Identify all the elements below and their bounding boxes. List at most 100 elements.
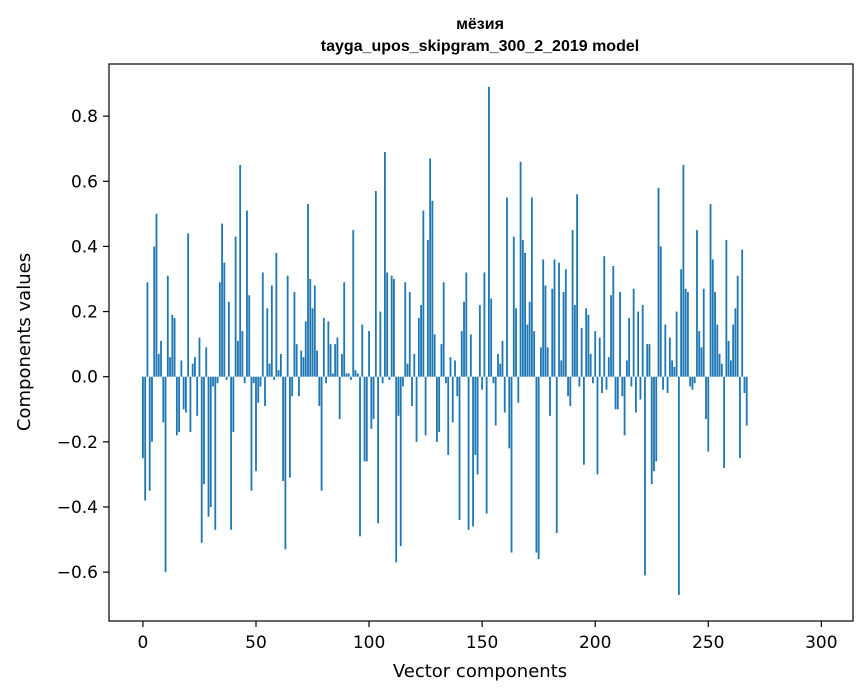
bar-228 [657, 187, 660, 377]
x-axis-ticks: 0 50 100 150 200 250 300 [138, 621, 838, 653]
bar-105 [379, 311, 382, 377]
bar-45 [243, 376, 246, 384]
bar-155 [492, 376, 495, 384]
bar-124 [422, 210, 425, 377]
bar-93 [352, 230, 355, 377]
bar-225 [650, 376, 653, 485]
bar-28 [205, 347, 208, 377]
bar-102 [372, 376, 375, 420]
bar-69 [298, 376, 300, 397]
bar-201 [596, 376, 599, 475]
bar-128 [431, 200, 434, 377]
bar-17 [180, 360, 183, 377]
bar-207 [610, 295, 612, 377]
bar-256 [720, 363, 723, 377]
bar-107 [383, 151, 386, 377]
bar-136 [449, 357, 452, 377]
bar-59 [275, 252, 278, 377]
bar-70 [300, 350, 303, 377]
bar-154 [490, 298, 493, 377]
bar-73 [307, 204, 309, 377]
bar-173 [533, 331, 536, 377]
bar-264 [739, 376, 741, 459]
plot-frame [108, 63, 854, 622]
bar-133 [442, 282, 445, 377]
bar-58 [273, 376, 275, 380]
bar-220 [639, 376, 642, 400]
bar-55 [266, 308, 269, 377]
bar-21 [189, 376, 192, 433]
bar-146 [472, 376, 474, 527]
bar-122 [417, 318, 420, 377]
bar-190 [571, 230, 574, 377]
bar-170 [526, 324, 529, 377]
bar-123 [420, 305, 422, 377]
bar-116 [404, 282, 407, 377]
x-tick-label: 250 [692, 633, 724, 653]
bar-61 [279, 353, 282, 377]
bar-183 [555, 376, 558, 534]
bar-37 [225, 376, 228, 380]
bar-144 [467, 376, 470, 530]
bar-44 [241, 331, 244, 377]
bar-234 [671, 360, 673, 377]
bar-112 [395, 376, 398, 563]
bar-34 [218, 282, 221, 377]
bar-99 [365, 376, 368, 462]
bar-53 [261, 272, 264, 377]
bar-125 [424, 376, 427, 436]
bar-241 [687, 292, 689, 377]
bar-117 [406, 363, 409, 377]
bar-226 [653, 376, 655, 472]
bar-111 [393, 278, 395, 377]
bar-232 [666, 376, 669, 393]
bar-104 [377, 376, 380, 524]
bar-49 [252, 376, 255, 384]
bar-245 [696, 230, 698, 377]
bar-221 [641, 305, 644, 377]
bar-101 [370, 376, 373, 429]
bar-152 [485, 376, 488, 514]
chart-title: мёзия [456, 16, 504, 33]
bar-114 [399, 376, 402, 547]
bar-262 [734, 308, 737, 377]
bar-200 [594, 331, 597, 377]
bar-22 [191, 363, 194, 377]
bar-119 [411, 376, 413, 407]
bar-95 [356, 373, 359, 377]
bar-182 [553, 259, 556, 377]
bar-236 [675, 311, 678, 377]
bar-261 [732, 324, 735, 377]
bar-3 [148, 376, 151, 491]
bar-41 [234, 236, 237, 377]
bar-87 [338, 376, 341, 420]
bar-185 [560, 360, 563, 377]
bar-6 [155, 213, 158, 377]
bar-89 [343, 282, 346, 377]
x-tick-label: 300 [805, 633, 837, 653]
y-tick-label: 0.2 [71, 303, 98, 323]
bar-227 [655, 376, 658, 462]
bar-187 [564, 269, 567, 377]
y-tick-label: −0.2 [57, 433, 98, 453]
bar-77 [316, 350, 318, 377]
bar-168 [521, 239, 524, 377]
bar-64 [286, 275, 289, 377]
bar-9 [162, 376, 165, 423]
bar-54 [264, 376, 266, 407]
bar-243 [691, 376, 694, 390]
bar-43 [239, 164, 242, 377]
bar-257 [723, 376, 726, 468]
x-tick-label: 100 [353, 633, 385, 653]
bar-218 [635, 376, 637, 413]
bar-238 [680, 269, 683, 377]
bar-210 [616, 376, 619, 410]
bar-263 [736, 275, 739, 377]
bar-250 [707, 376, 710, 452]
bar-115 [402, 376, 404, 387]
bar-90 [345, 373, 348, 377]
bar-171 [528, 301, 531, 377]
bar-216 [630, 376, 633, 387]
bar-142 [463, 301, 465, 377]
bar-74 [309, 278, 312, 377]
